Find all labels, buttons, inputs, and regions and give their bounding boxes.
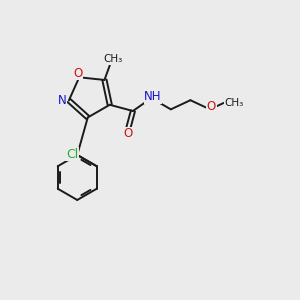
- Text: CH₃: CH₃: [224, 98, 244, 108]
- Text: N: N: [58, 94, 67, 107]
- Text: O: O: [207, 100, 216, 113]
- Text: O: O: [73, 67, 82, 80]
- Text: Cl: Cl: [66, 148, 78, 161]
- Text: NH: NH: [144, 90, 162, 103]
- Text: O: O: [124, 127, 133, 140]
- Text: CH₃: CH₃: [103, 54, 123, 64]
